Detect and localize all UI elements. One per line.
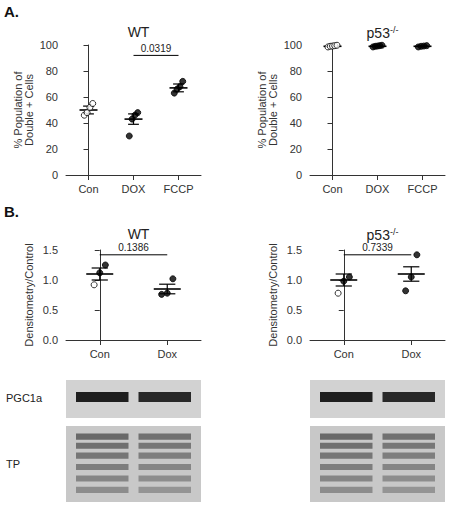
svg-text:Dox: Dox (401, 348, 421, 360)
svg-text:-/-: -/- (390, 227, 399, 237)
svg-text:60: 60 (46, 91, 58, 103)
svg-text:0.5: 0.5 (43, 304, 58, 316)
svg-text:A.: A. (4, 3, 19, 20)
svg-text:Con: Con (78, 183, 98, 195)
svg-text:0.0319: 0.0319 (141, 43, 172, 54)
svg-text:0.7339: 0.7339 (362, 242, 393, 253)
svg-text:Con: Con (334, 348, 354, 360)
svg-text:0.1386: 0.1386 (118, 242, 149, 253)
svg-text:0: 0 (296, 169, 302, 181)
svg-text:100: 100 (284, 39, 302, 51)
svg-text:FCCP: FCCP (408, 183, 438, 195)
svg-text:Densitometry/Control: Densitometry/Control (23, 243, 35, 346)
svg-text:% Population of: % Population of (255, 71, 268, 149)
svg-text:Dox: Dox (157, 348, 177, 360)
svg-text:Densitometry/Control: Densitometry/Control (267, 243, 279, 346)
svg-text:DOX: DOX (366, 183, 391, 195)
svg-text:-/-: -/- (390, 25, 399, 35)
svg-text:Double + Cells: Double + Cells (23, 74, 35, 146)
svg-text:p53: p53 (367, 227, 391, 243)
svg-text:40: 40 (290, 117, 302, 129)
svg-text:40: 40 (46, 117, 58, 129)
svg-text:80: 80 (46, 65, 58, 77)
svg-text:Con: Con (90, 348, 110, 360)
svg-text:1.0: 1.0 (287, 274, 302, 286)
svg-text:0.5: 0.5 (287, 304, 302, 316)
svg-text:Double + Cells: Double + Cells (267, 74, 279, 146)
svg-text:DOX: DOX (122, 183, 147, 195)
svg-text:0: 0 (52, 169, 58, 181)
svg-text:1.5: 1.5 (287, 244, 302, 256)
svg-text:1.5: 1.5 (43, 244, 58, 256)
svg-text:PGC1a: PGC1a (6, 392, 43, 404)
svg-text:60: 60 (290, 91, 302, 103)
svg-text:p53: p53 (367, 25, 391, 41)
svg-text:WT: WT (128, 226, 150, 242)
svg-text:Con: Con (322, 183, 342, 195)
svg-text:0.0: 0.0 (287, 334, 302, 346)
svg-text:100: 100 (40, 39, 58, 51)
svg-text:20: 20 (46, 143, 58, 155)
svg-text:TP: TP (6, 458, 20, 470)
svg-text:1.0: 1.0 (43, 274, 58, 286)
svg-text:0.0: 0.0 (43, 334, 58, 346)
svg-text:20: 20 (290, 143, 302, 155)
svg-text:FCCP: FCCP (164, 183, 194, 195)
svg-text:80: 80 (290, 65, 302, 77)
svg-text:WT: WT (128, 24, 150, 40)
svg-text:B.: B. (4, 203, 19, 220)
svg-text:% Population of: % Population of (11, 71, 24, 149)
